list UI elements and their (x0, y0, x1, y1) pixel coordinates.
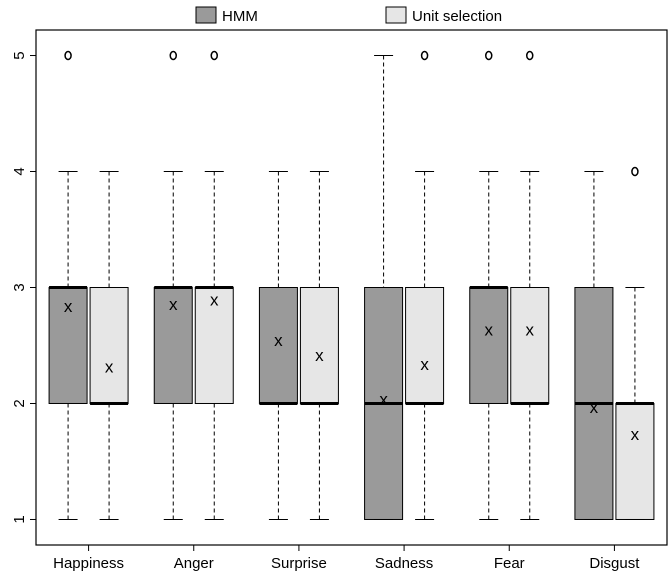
y-tick-label: 5 (11, 51, 28, 59)
box-unit-selection: x (405, 50, 445, 520)
mean-marker: x (210, 290, 219, 309)
x-tick-label: Anger (174, 555, 214, 572)
y-tick-label: 1 (11, 515, 28, 523)
x-tick-label: Surprise (271, 555, 327, 572)
mean-marker: x (526, 320, 535, 339)
outlier-point (485, 50, 493, 61)
boxes: x x x x x x x x x x x x (48, 50, 655, 520)
legend: HMM Unit selection (195, 6, 502, 25)
legend-label: Unit selection (412, 8, 502, 25)
plot-frame (35, 29, 668, 546)
mean-marker: x (64, 297, 73, 316)
legend-swatch (195, 6, 217, 24)
mean-marker: x (315, 346, 324, 365)
iqr-box (89, 287, 129, 404)
iqr-box (510, 287, 550, 404)
box-hmm: x (48, 50, 88, 520)
box-hmm: x (153, 50, 193, 520)
box-unit-selection: x (89, 171, 129, 520)
iqr-box (615, 402, 655, 520)
outlier-point (631, 166, 639, 177)
iqr-box (405, 287, 445, 404)
y-tick-label: 2 (11, 399, 28, 407)
box-hmm: x (469, 50, 509, 520)
box-unit-selection: x (615, 166, 655, 520)
x-tick-label: Happiness (53, 555, 124, 572)
mean-marker: x (485, 320, 494, 339)
mean-marker: x (169, 295, 178, 314)
iqr-box (153, 287, 193, 404)
x-tick-label: Disgust (589, 555, 640, 572)
x-tick-label: Fear (494, 555, 525, 572)
x-tick-label: Sadness (375, 555, 433, 572)
outlier-point (420, 50, 429, 61)
mean-marker: x (379, 390, 388, 409)
box-unit-selection: x (299, 171, 339, 520)
mean-marker: x (105, 358, 114, 377)
x-axis: Happiness Anger Surprise Sadness Fear Disgust (53, 545, 640, 572)
outlier-point (210, 50, 218, 61)
mean-marker: x (590, 398, 599, 417)
iqr-box (258, 287, 298, 404)
outlier-point (169, 50, 177, 61)
legend-swatch (385, 6, 407, 24)
box-unit-selection: x (510, 50, 550, 520)
box-hmm: x (574, 171, 614, 520)
y-tick-label: 3 (11, 283, 28, 291)
box-hmm: x (364, 55, 404, 520)
y-tick-label: 4 (11, 167, 28, 175)
iqr-box (469, 287, 509, 404)
box-hmm: x (258, 171, 298, 520)
y-axis: 1 2 3 4 5 (11, 51, 36, 524)
outlier-point (526, 50, 534, 61)
box-unit-selection: x (194, 50, 234, 520)
outlier-point (64, 50, 72, 61)
iqr-box (194, 287, 234, 404)
mean-marker: x (420, 355, 429, 374)
mean-marker: x (631, 425, 640, 444)
mean-marker: x (274, 331, 283, 350)
legend-label: HMM (222, 8, 258, 25)
iqr-box (299, 287, 339, 404)
